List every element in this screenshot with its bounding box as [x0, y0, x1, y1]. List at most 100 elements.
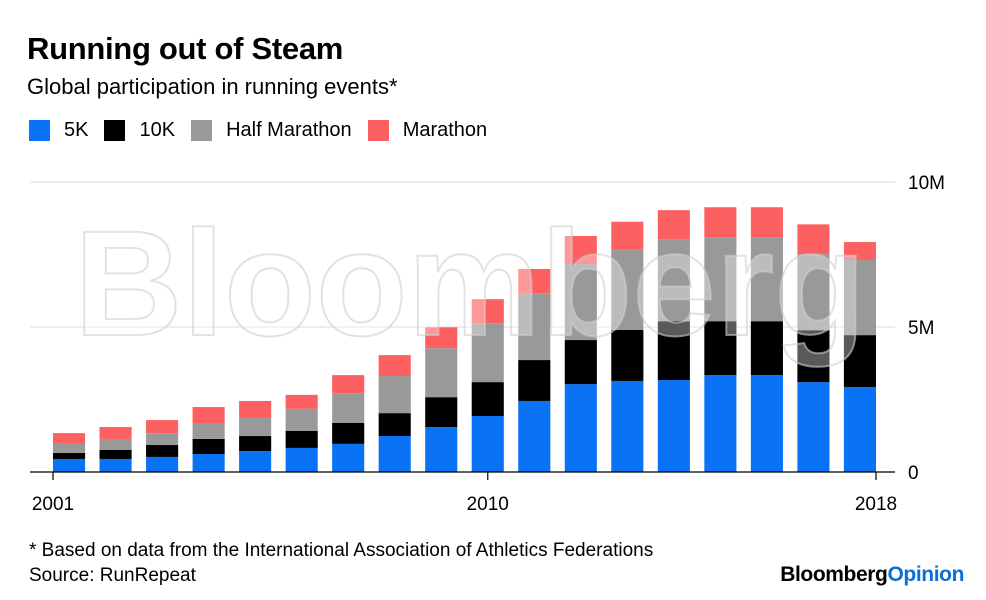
bar-5k-2011 — [518, 400, 551, 472]
bar-marathon-2001 — [53, 433, 86, 443]
legend-item-10k: 10K — [104, 119, 175, 142]
chart-subtitle: Global participation in running events* — [27, 74, 398, 99]
bar-marathon-2013 — [611, 221, 644, 250]
legend-item-half-marathon: Half Marathon — [191, 119, 352, 142]
legend: 5K 10K Half Marathon Marathon — [29, 119, 503, 142]
bar-marathon-2005 — [239, 400, 272, 419]
bar-marathon-2011 — [518, 269, 551, 294]
bar-marathon-2017 — [797, 224, 830, 255]
bar-10k-2001 — [53, 452, 86, 459]
bar-10k-2011 — [518, 360, 551, 401]
bar-marathon-2010 — [471, 299, 504, 324]
bar-half-marathon-2003 — [146, 433, 179, 446]
bar-5k-2015 — [704, 375, 737, 472]
bar-marathon-2008 — [378, 355, 411, 377]
y-tick-label-5M: 5M — [908, 318, 934, 339]
bar-5k-2016 — [750, 375, 783, 472]
x-tick-label-2001: 2001 — [32, 494, 74, 515]
bar-marathon-2018 — [843, 242, 876, 261]
bar-10k-2009 — [425, 397, 458, 428]
bar-half-marathon-2002 — [99, 438, 132, 450]
bar-half-marathon-2014 — [657, 239, 690, 322]
bar-half-marathon-2018 — [843, 260, 876, 336]
bar-5k-2012 — [564, 384, 597, 472]
bloomberg-watermark: Bloomberg — [74, 199, 866, 367]
bar-marathon-2007 — [332, 375, 365, 394]
axes: 0 5M 10M 2001 2010 2018 — [30, 173, 945, 515]
bar-10k-2013 — [611, 329, 644, 381]
bar-5k-2014 — [657, 380, 690, 472]
legend-swatch-10k — [104, 120, 126, 141]
bar-5k-2007 — [332, 443, 365, 472]
bar-10k-2016 — [750, 321, 783, 376]
bar-half-marathon-2010 — [471, 323, 504, 383]
bar-half-marathon-2004 — [192, 422, 225, 439]
bar-marathon-2002 — [99, 427, 132, 439]
bar-10k-2015 — [704, 321, 737, 376]
bar-half-marathon-2007 — [332, 393, 365, 423]
brand-bloomberg: Bloomberg — [780, 563, 888, 586]
legend-swatch-half-marathon — [191, 120, 213, 141]
legend-item-5k: 5K — [29, 119, 88, 142]
bar-half-marathon-2005 — [239, 418, 272, 437]
legend-swatch-marathon — [367, 120, 389, 141]
bar-5k-2009 — [425, 427, 458, 472]
bar-half-marathon-2006 — [285, 408, 318, 431]
legend-label-marathon: Marathon — [402, 119, 488, 141]
bar-10k-2012 — [564, 340, 597, 385]
bars — [53, 207, 876, 472]
bar-5k-2010 — [471, 416, 504, 472]
legend-item-marathon: Marathon — [367, 119, 488, 142]
bar-5k-2017 — [797, 382, 830, 472]
bar-5k-2005 — [239, 451, 272, 472]
bar-10k-2004 — [192, 438, 225, 455]
bar-marathon-2012 — [564, 235, 597, 265]
bar-half-marathon-2001 — [53, 443, 86, 453]
bar-5k-2001 — [53, 458, 86, 472]
bar-marathon-2009 — [425, 327, 458, 349]
bar-5k-2003 — [146, 456, 179, 472]
bar-marathon-2015 — [704, 207, 737, 238]
bar-marathon-2003 — [146, 420, 179, 434]
bar-10k-2010 — [471, 382, 504, 417]
bar-marathon-2004 — [192, 407, 225, 423]
bar-half-marathon-2012 — [564, 264, 597, 341]
gridlines — [30, 181, 895, 328]
bar-10k-2014 — [657, 321, 690, 381]
bar-half-marathon-2015 — [704, 237, 737, 322]
footnote: * Based on data from the International A… — [29, 540, 654, 561]
bar-5k-2008 — [378, 436, 411, 472]
bar-half-marathon-2008 — [378, 376, 411, 414]
bar-5k-2006 — [285, 447, 318, 472]
bar-5k-2013 — [611, 380, 644, 472]
legend-swatch-5k — [29, 120, 50, 141]
bar-5k-2002 — [99, 458, 132, 472]
bar-10k-2005 — [239, 436, 272, 452]
bar-marathon-2014 — [657, 210, 690, 240]
bar-5k-2018 — [843, 387, 876, 472]
legend-label-half-marathon: Half Marathon — [226, 119, 352, 141]
bar-10k-2007 — [332, 422, 365, 444]
chart-title: Running out of Steam — [27, 31, 344, 66]
y-tick-label-0: 0 — [908, 463, 919, 484]
bar-10k-2003 — [146, 445, 179, 457]
brand-opinion: Opinion — [887, 563, 964, 586]
bloomberg-opinion-logo: BloombergOpinion — [780, 563, 964, 587]
x-tick-label-2018: 2018 — [855, 494, 897, 515]
bar-10k-2017 — [797, 330, 830, 383]
bar-10k-2006 — [285, 430, 318, 448]
source-note: Source: RunRepeat — [29, 565, 196, 586]
bar-half-marathon-2009 — [425, 348, 458, 398]
y-tick-label-10M: 10M — [908, 173, 945, 194]
bar-5k-2004 — [192, 454, 225, 472]
bar-half-marathon-2013 — [611, 249, 644, 330]
bar-half-marathon-2016 — [750, 237, 783, 322]
legend-label-10k: 10K — [139, 119, 176, 141]
x-tick-label-2010: 2010 — [467, 494, 509, 515]
bar-half-marathon-2011 — [518, 293, 551, 361]
bar-marathon-2016 — [750, 207, 783, 238]
bar-10k-2002 — [99, 449, 132, 459]
bar-10k-2018 — [843, 335, 876, 388]
bar-half-marathon-2017 — [797, 254, 830, 331]
